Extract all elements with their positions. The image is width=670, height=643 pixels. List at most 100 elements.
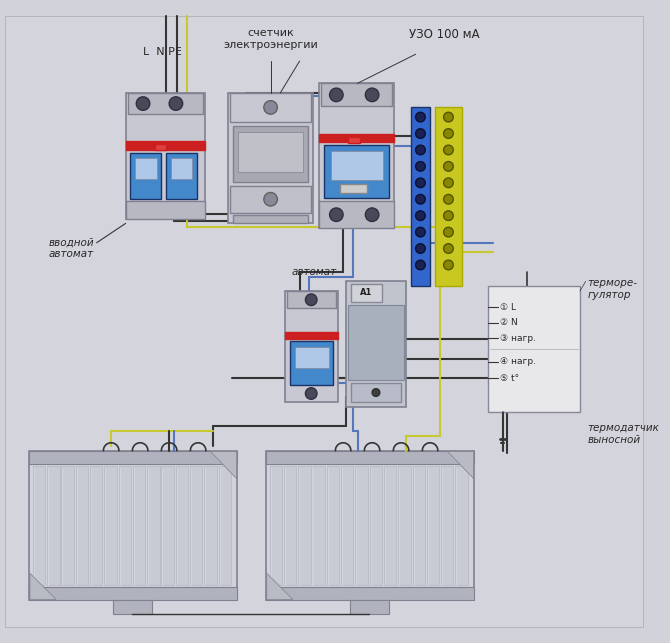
- Bar: [133, 466, 145, 585]
- Bar: [62, 466, 74, 585]
- Text: L  N PE: L N PE: [143, 47, 182, 57]
- Bar: [33, 466, 45, 585]
- Bar: [161, 466, 174, 585]
- Bar: [29, 451, 237, 601]
- Bar: [324, 145, 389, 198]
- Circle shape: [444, 161, 454, 171]
- Bar: [319, 83, 395, 228]
- Circle shape: [444, 178, 454, 188]
- Bar: [384, 466, 397, 585]
- Circle shape: [444, 113, 454, 122]
- Circle shape: [415, 113, 425, 122]
- Bar: [238, 132, 304, 172]
- Bar: [105, 466, 117, 585]
- Circle shape: [306, 388, 317, 399]
- Bar: [351, 383, 401, 403]
- Bar: [47, 466, 60, 585]
- Polygon shape: [30, 574, 56, 599]
- Text: ⑤ t°: ⑤ t°: [500, 374, 519, 383]
- Text: автомат: автомат: [292, 267, 337, 276]
- Bar: [155, 144, 166, 150]
- Bar: [398, 466, 411, 585]
- Polygon shape: [267, 574, 293, 599]
- Bar: [285, 291, 338, 403]
- Circle shape: [415, 178, 425, 188]
- Text: ① L: ① L: [500, 303, 516, 312]
- Circle shape: [444, 227, 454, 237]
- Bar: [312, 466, 325, 585]
- Bar: [113, 601, 151, 614]
- Bar: [230, 93, 311, 122]
- Bar: [298, 466, 311, 585]
- Circle shape: [415, 260, 425, 270]
- Bar: [427, 466, 440, 585]
- Circle shape: [415, 211, 425, 221]
- Bar: [287, 291, 336, 309]
- Bar: [233, 215, 308, 223]
- Bar: [119, 466, 131, 585]
- Bar: [441, 466, 454, 585]
- Circle shape: [444, 244, 454, 253]
- Circle shape: [415, 194, 425, 204]
- Bar: [266, 451, 474, 464]
- Bar: [126, 93, 205, 219]
- Bar: [319, 201, 395, 228]
- Circle shape: [306, 294, 317, 305]
- Circle shape: [330, 88, 343, 102]
- Text: ② N: ② N: [500, 318, 517, 327]
- Bar: [284, 466, 296, 585]
- Circle shape: [365, 88, 379, 102]
- Bar: [295, 347, 328, 368]
- Bar: [350, 601, 389, 614]
- Bar: [228, 93, 313, 223]
- Bar: [355, 466, 368, 585]
- Bar: [29, 587, 237, 601]
- Bar: [341, 466, 354, 585]
- Polygon shape: [446, 451, 472, 478]
- Bar: [126, 141, 205, 150]
- Bar: [413, 466, 425, 585]
- Circle shape: [372, 388, 380, 396]
- Circle shape: [415, 129, 425, 138]
- Bar: [29, 451, 237, 464]
- Circle shape: [444, 145, 454, 155]
- Bar: [176, 466, 188, 585]
- Bar: [435, 107, 462, 286]
- Bar: [266, 587, 474, 601]
- Text: термодатчик
выносной: термодатчик выносной: [588, 424, 659, 445]
- Circle shape: [264, 101, 277, 114]
- Text: A1: A1: [360, 289, 373, 298]
- Bar: [456, 466, 468, 585]
- Bar: [346, 282, 406, 407]
- Text: УЗО 100 мА: УЗО 100 мА: [409, 28, 480, 41]
- Bar: [127, 93, 203, 114]
- Circle shape: [415, 145, 425, 155]
- Circle shape: [415, 244, 425, 253]
- Circle shape: [444, 211, 454, 221]
- Circle shape: [444, 260, 454, 270]
- Bar: [190, 466, 202, 585]
- Text: терморе-
гулятор: терморе- гулятор: [588, 278, 638, 300]
- Text: ③ нагр.: ③ нагр.: [500, 334, 536, 343]
- Bar: [321, 83, 393, 107]
- Bar: [290, 341, 334, 385]
- Bar: [340, 184, 367, 194]
- Circle shape: [415, 161, 425, 171]
- Circle shape: [444, 194, 454, 204]
- Bar: [171, 158, 192, 179]
- Bar: [327, 466, 339, 585]
- Bar: [90, 466, 103, 585]
- Bar: [135, 158, 157, 179]
- Bar: [319, 134, 395, 142]
- Bar: [233, 126, 308, 182]
- Circle shape: [415, 227, 425, 237]
- Bar: [348, 305, 404, 380]
- Bar: [370, 466, 382, 585]
- Bar: [230, 186, 311, 213]
- Bar: [166, 153, 197, 199]
- Bar: [76, 466, 88, 585]
- Bar: [330, 151, 383, 180]
- Bar: [348, 138, 360, 143]
- Bar: [131, 153, 161, 199]
- Bar: [351, 284, 382, 302]
